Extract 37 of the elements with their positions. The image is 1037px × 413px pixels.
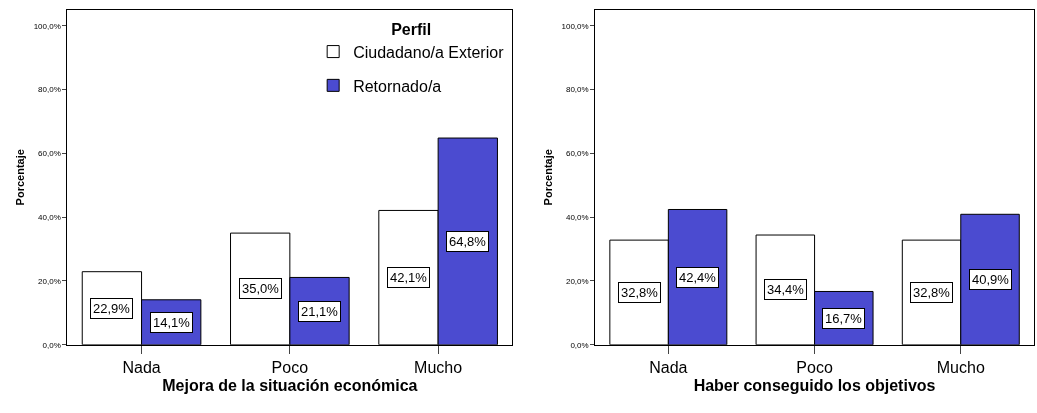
y-tick-label: 20,0%: [565, 276, 589, 286]
y-tick-label: 80,0%: [38, 85, 61, 95]
data-label: 64,8%: [449, 234, 487, 249]
y-tick-label: 40,0%: [38, 212, 61, 222]
y-tick-label: 0,0%: [570, 340, 589, 350]
legend-title: Perfil: [391, 20, 432, 38]
y-tick-label: 60,0%: [565, 149, 589, 159]
data-label: 32,8%: [621, 285, 659, 300]
data-label: 40,9%: [972, 272, 1010, 287]
x-tick-label: Mucho: [936, 358, 985, 376]
data-label: 14,1%: [153, 315, 191, 330]
y-tick-label: 0,0%: [42, 340, 61, 350]
legend-label: Ciudadano/a Exterior: [353, 43, 505, 61]
y-tick-label: 100,0%: [33, 21, 61, 31]
x-tick-label: Poco: [271, 358, 309, 376]
data-label: 42,1%: [390, 270, 428, 285]
data-label: 35,0%: [242, 281, 280, 296]
y-tick-label: 100,0%: [561, 21, 589, 31]
y-axis-title: Porcentaje: [542, 149, 555, 206]
data-label: 22,9%: [93, 301, 131, 316]
x-tick-label: Nada: [649, 358, 688, 376]
x-tick-label: Mucho: [414, 358, 463, 376]
x-tick-label: Poco: [796, 358, 833, 376]
data-label: 34,4%: [767, 282, 805, 297]
x-axis-title: Mejora de la situación económica: [162, 376, 418, 394]
y-axis-title: Porcentaje: [14, 149, 27, 206]
y-tick-label: 60,0%: [38, 149, 61, 159]
data-label: 42,4%: [679, 270, 717, 285]
y-tick-label: 40,0%: [565, 212, 589, 222]
data-label: 16,7%: [825, 311, 863, 326]
x-axis-title: Haber conseguido los objetivos: [693, 376, 936, 394]
y-tick-label: 80,0%: [565, 85, 589, 95]
y-tick-label: 20,0%: [38, 276, 61, 286]
data-label: 32,8%: [913, 285, 951, 300]
legend-label: Retornado/a: [353, 77, 442, 95]
x-tick-label: Nada: [122, 358, 161, 376]
data-label: 21,1%: [301, 304, 339, 319]
